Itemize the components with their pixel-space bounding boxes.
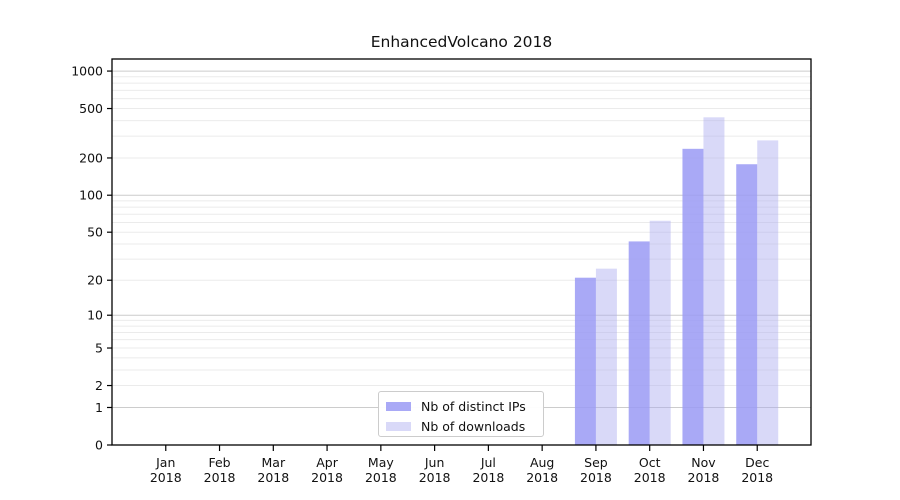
legend: Nb of distinct IPs Nb of downloads xyxy=(378,391,544,437)
chart-title: EnhancedVolcano 2018 xyxy=(370,33,553,51)
x-tick-label-month: Feb xyxy=(208,455,230,470)
x-tick-label-month: Dec xyxy=(745,455,769,470)
x-tick-label-month: Nov xyxy=(691,455,716,470)
x-tick-label-year: 2018 xyxy=(204,470,236,485)
x-tick-label-month: May xyxy=(368,455,394,470)
bar-downloads-oct xyxy=(649,220,671,445)
legend-swatch-distinct-ips xyxy=(386,401,411,411)
x-tick-label-year: 2018 xyxy=(580,470,612,485)
x-tick-label-year: 2018 xyxy=(419,470,451,485)
x-tick-label-month: Oct xyxy=(639,455,661,470)
legend-swatch-downloads xyxy=(386,421,411,431)
x-tick-label-year: 2018 xyxy=(741,470,773,485)
legend-item-downloads: Nb of downloads xyxy=(386,416,537,436)
x-tick-label-month: Jul xyxy=(480,455,496,470)
legend-item-distinct-ips: Nb of distinct IPs xyxy=(386,396,537,416)
x-tick-label-month: Sep xyxy=(584,455,608,470)
legend-label-downloads: Nb of downloads xyxy=(421,418,526,434)
x-tick-label-year: 2018 xyxy=(526,470,558,485)
x-tick-label-year: 2018 xyxy=(365,470,397,485)
legend-label-distinct-ips: Nb of distinct IPs xyxy=(421,398,526,414)
bar-downloads-sep xyxy=(595,268,617,445)
y-tick-label: 100 xyxy=(79,188,103,203)
y-tick-label: 1 xyxy=(95,400,103,415)
x-tick-label-month: Mar xyxy=(262,455,286,470)
y-tick-label: 1000 xyxy=(71,64,103,79)
y-tick-label: 0 xyxy=(95,438,103,453)
y-tick-label: 10 xyxy=(87,308,103,323)
y-tick-label: 2 xyxy=(95,378,103,393)
bar-ips-dec xyxy=(736,164,758,446)
y-tick-label: 200 xyxy=(79,150,103,165)
bar-downloads-dec xyxy=(757,140,779,445)
y-tick-label: 50 xyxy=(87,225,103,240)
x-tick-label-year: 2018 xyxy=(472,470,504,485)
y-tick-label: 500 xyxy=(79,101,103,116)
x-tick-label-month: Jan xyxy=(155,455,175,470)
x-tick-label-month: Apr xyxy=(316,455,338,470)
bar-ips-nov xyxy=(682,148,704,445)
x-tick-label-year: 2018 xyxy=(634,470,666,485)
bar-ips-oct xyxy=(628,241,650,445)
bar-ips-sep xyxy=(574,277,596,445)
y-tick-label: 5 xyxy=(95,341,103,356)
x-tick-label-month: Jun xyxy=(424,455,445,470)
x-tick-label-month: Aug xyxy=(530,455,554,470)
x-tick-label-year: 2018 xyxy=(688,470,720,485)
y-tick-label: 20 xyxy=(87,273,103,288)
x-tick-label-year: 2018 xyxy=(257,470,289,485)
x-tick-label-year: 2018 xyxy=(150,470,182,485)
plot-frame xyxy=(111,58,812,446)
bar-downloads-nov xyxy=(703,117,725,445)
x-tick-label-year: 2018 xyxy=(311,470,343,485)
